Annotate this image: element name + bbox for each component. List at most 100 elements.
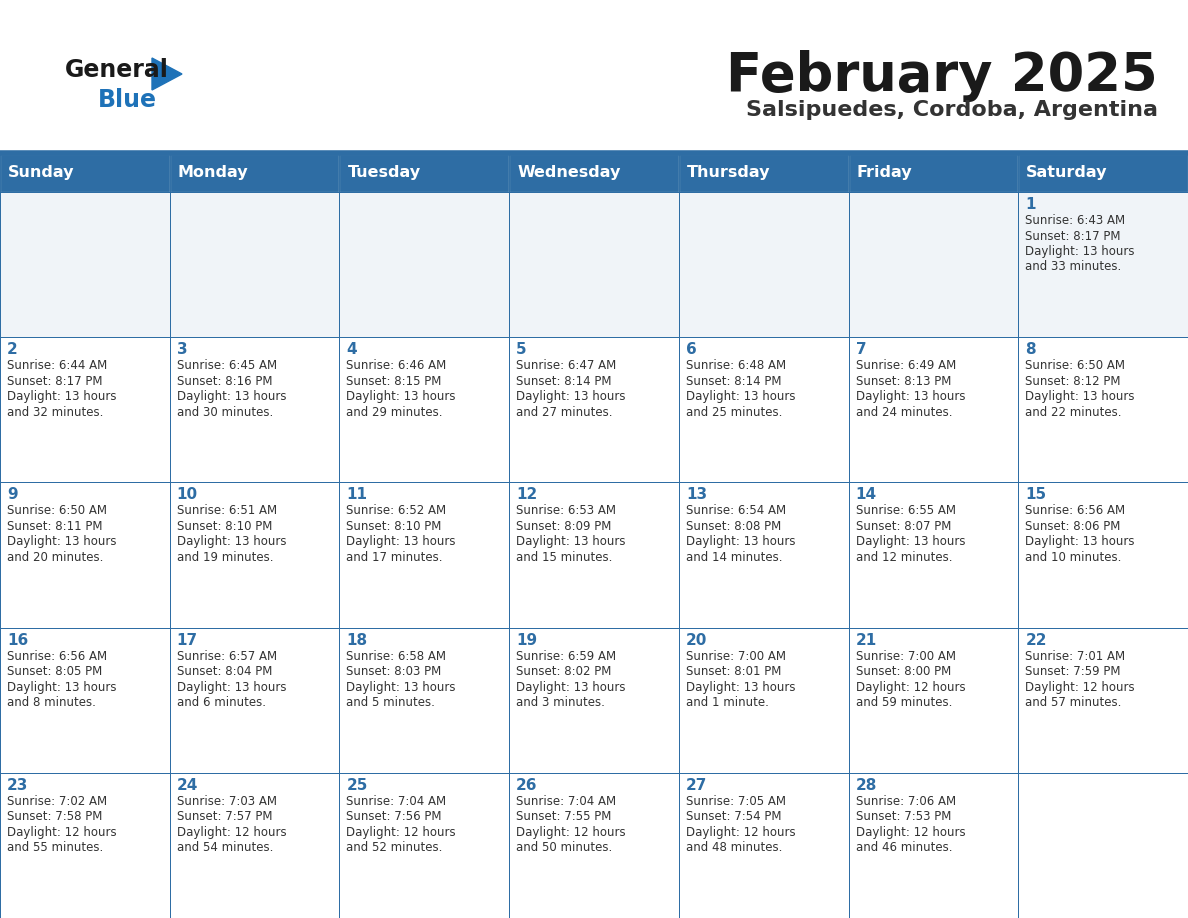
Text: Sunrise: 6:54 AM: Sunrise: 6:54 AM [685, 504, 786, 518]
Text: Salsipuedes, Cordoba, Argentina: Salsipuedes, Cordoba, Argentina [746, 100, 1158, 120]
Text: Wednesday: Wednesday [517, 165, 620, 181]
Text: 7: 7 [855, 342, 866, 357]
Text: 18: 18 [347, 633, 367, 647]
Text: and 6 minutes.: and 6 minutes. [177, 696, 266, 709]
Bar [678, 773, 848, 918]
Bar [170, 628, 340, 773]
Bar [510, 192, 678, 337]
Text: Daylight: 12 hours: Daylight: 12 hours [1025, 680, 1135, 694]
Text: and 10 minutes.: and 10 minutes. [1025, 551, 1121, 564]
Text: Sunrise: 6:59 AM: Sunrise: 6:59 AM [516, 650, 617, 663]
Text: Daylight: 13 hours: Daylight: 13 hours [685, 680, 795, 694]
Text: Daylight: 13 hours: Daylight: 13 hours [177, 535, 286, 548]
Bar [0, 628, 170, 773]
Text: February 2025: February 2025 [726, 50, 1158, 102]
Bar [678, 628, 848, 773]
Text: Sunrise: 6:47 AM: Sunrise: 6:47 AM [516, 359, 617, 372]
Text: Sunset: 8:06 PM: Sunset: 8:06 PM [1025, 520, 1120, 533]
Text: Sunrise: 6:48 AM: Sunrise: 6:48 AM [685, 359, 786, 372]
Bar [1018, 337, 1188, 482]
Text: Sunrise: 7:01 AM: Sunrise: 7:01 AM [1025, 650, 1125, 663]
Text: Daylight: 13 hours: Daylight: 13 hours [7, 390, 116, 403]
Bar [510, 773, 678, 918]
Text: Sunset: 8:13 PM: Sunset: 8:13 PM [855, 375, 950, 387]
Text: Sunset: 8:07 PM: Sunset: 8:07 PM [855, 520, 950, 533]
Text: Sunset: 8:10 PM: Sunset: 8:10 PM [177, 520, 272, 533]
Bar [678, 337, 848, 482]
Text: Sunrise: 7:04 AM: Sunrise: 7:04 AM [516, 795, 617, 808]
Text: Sunrise: 7:00 AM: Sunrise: 7:00 AM [855, 650, 955, 663]
Text: and 17 minutes.: and 17 minutes. [347, 551, 443, 564]
Text: Sunrise: 7:06 AM: Sunrise: 7:06 AM [855, 795, 955, 808]
Text: Sunset: 7:55 PM: Sunset: 7:55 PM [516, 811, 612, 823]
Bar [340, 154, 510, 192]
Bar [170, 337, 340, 482]
Text: Daylight: 13 hours: Daylight: 13 hours [7, 680, 116, 694]
Text: 26: 26 [516, 778, 538, 793]
Text: 16: 16 [7, 633, 29, 647]
Text: 20: 20 [685, 633, 707, 647]
Text: and 33 minutes.: and 33 minutes. [1025, 261, 1121, 274]
Text: 27: 27 [685, 778, 707, 793]
Text: Daylight: 12 hours: Daylight: 12 hours [855, 680, 965, 694]
Text: Sunset: 8:01 PM: Sunset: 8:01 PM [685, 666, 782, 678]
Bar [848, 154, 1018, 192]
Text: and 25 minutes.: and 25 minutes. [685, 406, 782, 419]
Text: Sunrise: 7:02 AM: Sunrise: 7:02 AM [7, 795, 107, 808]
Text: 11: 11 [347, 487, 367, 502]
Bar [0, 337, 170, 482]
Text: and 5 minutes.: and 5 minutes. [347, 696, 435, 709]
Bar [0, 154, 170, 192]
Text: and 24 minutes.: and 24 minutes. [855, 406, 952, 419]
Bar [678, 154, 848, 192]
Text: 24: 24 [177, 778, 198, 793]
Text: Daylight: 13 hours: Daylight: 13 hours [1025, 245, 1135, 258]
Text: Tuesday: Tuesday [347, 165, 421, 181]
Bar [1018, 154, 1188, 192]
Bar [340, 192, 510, 337]
Text: Blue: Blue [97, 88, 157, 112]
Text: Sunset: 8:03 PM: Sunset: 8:03 PM [347, 666, 442, 678]
Text: 9: 9 [7, 487, 18, 502]
Text: and 46 minutes.: and 46 minutes. [855, 841, 952, 855]
Bar [340, 337, 510, 482]
Text: and 1 minute.: and 1 minute. [685, 696, 769, 709]
Text: and 30 minutes.: and 30 minutes. [177, 406, 273, 419]
Text: Sunrise: 7:05 AM: Sunrise: 7:05 AM [685, 795, 785, 808]
Text: 8: 8 [1025, 342, 1036, 357]
Bar [848, 482, 1018, 628]
Text: Sunrise: 7:04 AM: Sunrise: 7:04 AM [347, 795, 447, 808]
Text: and 15 minutes.: and 15 minutes. [516, 551, 613, 564]
Text: Daylight: 13 hours: Daylight: 13 hours [685, 535, 795, 548]
Text: 19: 19 [516, 633, 537, 647]
Text: 6: 6 [685, 342, 696, 357]
Text: Daylight: 13 hours: Daylight: 13 hours [347, 680, 456, 694]
Text: 12: 12 [516, 487, 537, 502]
Text: Sunrise: 6:53 AM: Sunrise: 6:53 AM [516, 504, 617, 518]
Polygon shape [152, 58, 182, 90]
Text: Sunrise: 7:00 AM: Sunrise: 7:00 AM [685, 650, 785, 663]
Text: Sunset: 7:56 PM: Sunset: 7:56 PM [347, 811, 442, 823]
Text: and 12 minutes.: and 12 minutes. [855, 551, 952, 564]
Text: Daylight: 13 hours: Daylight: 13 hours [516, 390, 626, 403]
Text: and 8 minutes.: and 8 minutes. [7, 696, 96, 709]
Text: Sunset: 8:00 PM: Sunset: 8:00 PM [855, 666, 950, 678]
Text: Sunset: 8:15 PM: Sunset: 8:15 PM [347, 375, 442, 387]
Text: Daylight: 13 hours: Daylight: 13 hours [685, 390, 795, 403]
Bar [170, 482, 340, 628]
Text: and 20 minutes.: and 20 minutes. [7, 551, 103, 564]
Text: Daylight: 13 hours: Daylight: 13 hours [516, 680, 626, 694]
Bar [0, 192, 170, 337]
Text: and 55 minutes.: and 55 minutes. [7, 841, 103, 855]
Bar [848, 628, 1018, 773]
Text: Sunset: 8:12 PM: Sunset: 8:12 PM [1025, 375, 1120, 387]
Bar [510, 337, 678, 482]
Text: and 22 minutes.: and 22 minutes. [1025, 406, 1121, 419]
Bar [848, 192, 1018, 337]
Text: Sunset: 8:09 PM: Sunset: 8:09 PM [516, 520, 612, 533]
Text: and 29 minutes.: and 29 minutes. [347, 406, 443, 419]
Text: 10: 10 [177, 487, 198, 502]
Bar [510, 628, 678, 773]
Bar [510, 482, 678, 628]
Text: Daylight: 13 hours: Daylight: 13 hours [855, 535, 965, 548]
